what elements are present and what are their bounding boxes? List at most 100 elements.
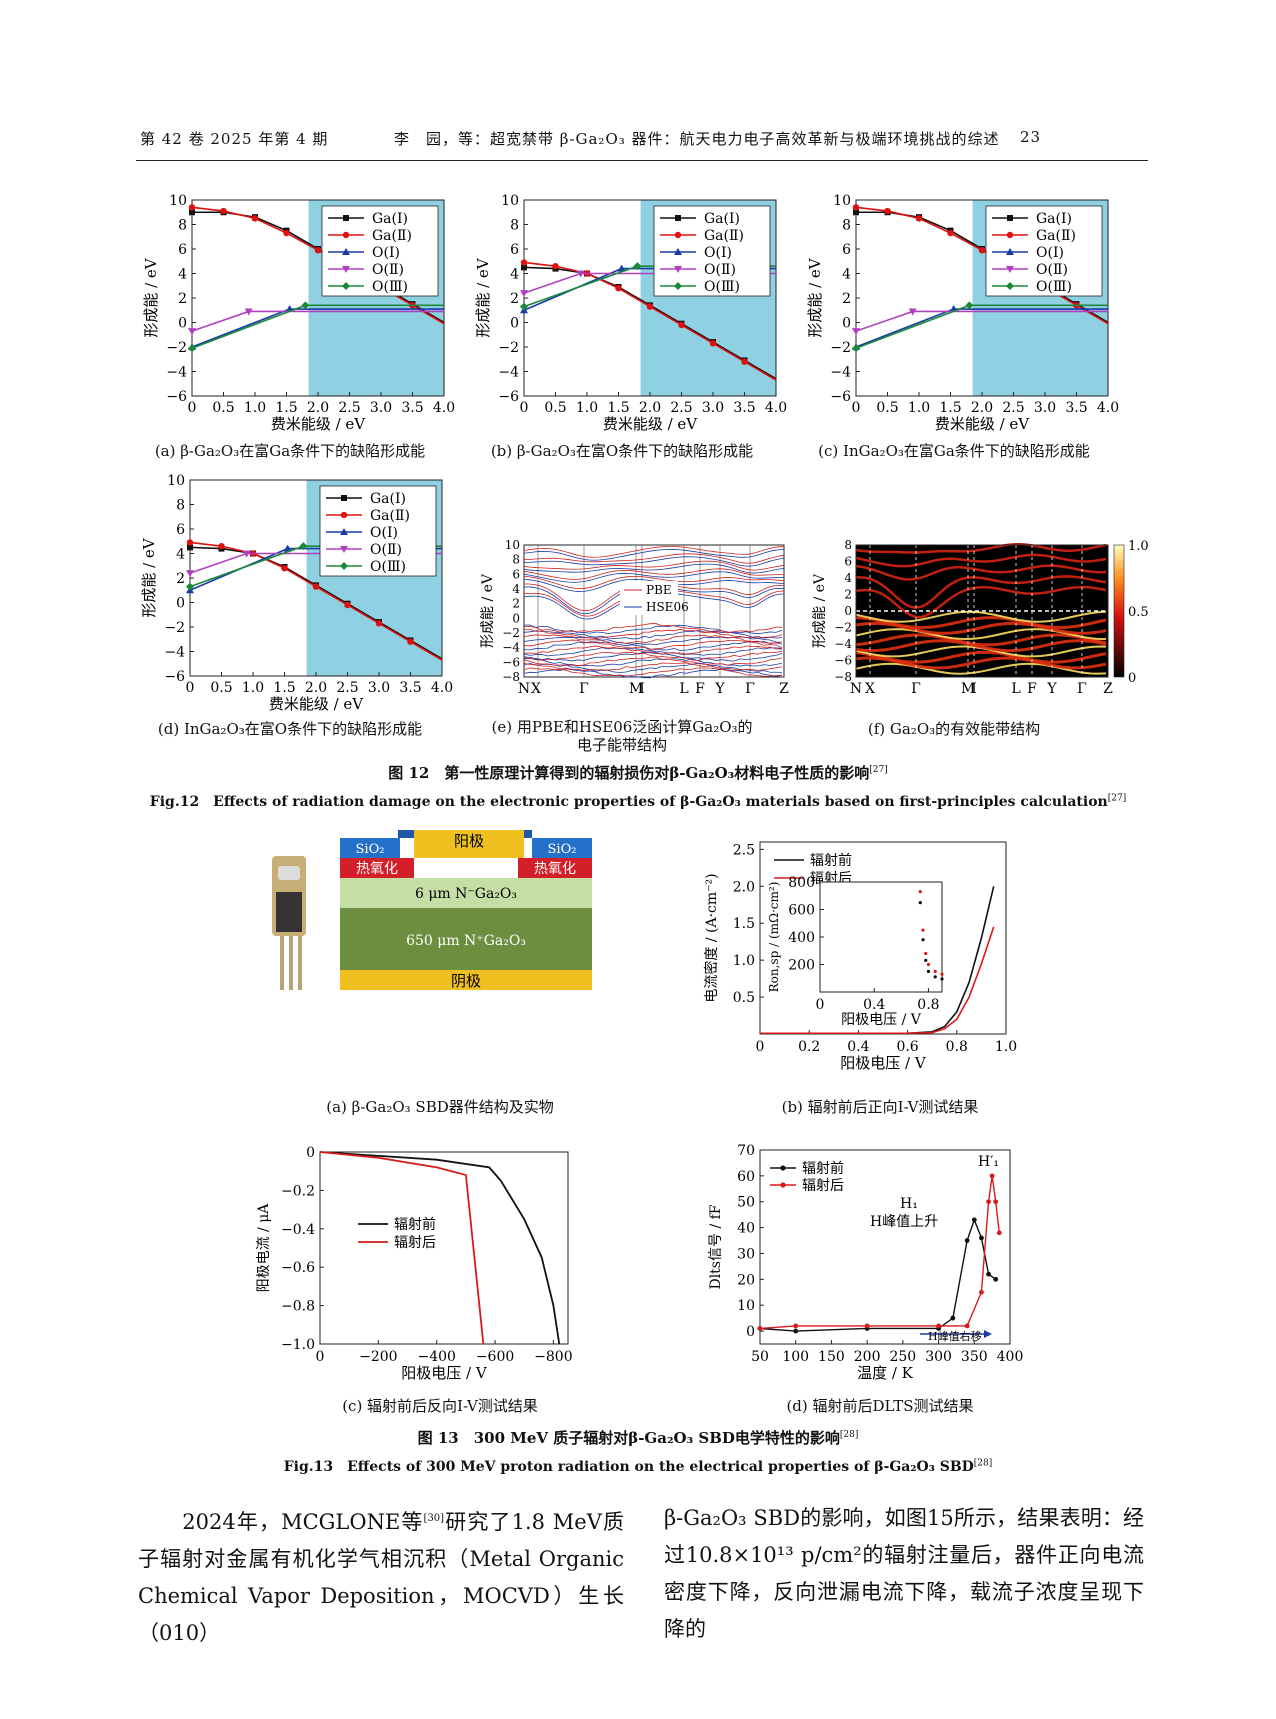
legend-marker (340, 511, 348, 519)
legend-label: O(Ⅱ) (704, 262, 736, 278)
dlts-point (989, 1173, 995, 1179)
series-point (188, 328, 196, 336)
y-tick-label: 10 (169, 193, 187, 209)
body-left-column: 2024年，MCGLONE等[30]研究了1.8 MeV质子辐射对金属有机化学气… (138, 1500, 624, 1652)
x-tick-label: 400 (997, 1349, 1024, 1365)
series-point (220, 207, 227, 215)
series-point (947, 229, 954, 237)
x-tick-label: 1.5 (275, 400, 297, 416)
valence-band (523, 629, 783, 640)
x-tick-label: 0 (852, 400, 861, 416)
legend-marker (343, 215, 349, 221)
conduction-band (523, 556, 785, 567)
k-label: Γ (911, 681, 921, 697)
x-tick-label: 0.6 (896, 1039, 918, 1055)
series-point (853, 209, 859, 216)
valence-band (523, 634, 783, 644)
y-tick-label: 0.5 (733, 990, 755, 1006)
y-tick-label: −0.4 (281, 1222, 315, 1238)
fig12c-panel: −6 −4 −2 0 2 4 6 8 10 0 0.5 1.0 1.5 2.0 2.5 3.0 3.5 4.0 Ga… (806, 193, 1119, 433)
k-label: Z (779, 681, 789, 697)
x-tick-label: 1.5 (273, 680, 295, 696)
figure-13: 阴极 650 μm N⁺Ga₂O₃ 6 μm N⁻Ga₂O₃ 热氧化 热氧化 SiO₂ Si… (256, 830, 1024, 1382)
y-axis-label: 形成能 / eV (474, 257, 492, 337)
thermal-oxide-right (518, 858, 592, 878)
inset-point (921, 928, 925, 932)
reverse-iv-2 (319, 1151, 485, 1345)
header-rule (136, 160, 1148, 161)
n-plus-substrate (340, 908, 592, 970)
colorbar-label: 0.5 (1128, 605, 1149, 620)
y-tick-label: −6 (164, 669, 185, 685)
dlts-point (996, 1230, 1002, 1236)
dlts-point (979, 1289, 984, 1295)
y-tick-label: 20 (737, 1272, 755, 1288)
cathode-layer (340, 970, 592, 990)
sio2-label: SiO₂ (356, 842, 385, 857)
series-point (884, 207, 891, 215)
x-tick-label: 0 (520, 400, 529, 416)
series-point (520, 259, 528, 266)
fig12a-caption: (a) β-Ga₂O₃在富Ga条件下的缺陷形成能 (154, 442, 426, 460)
x-tick-label: −400 (417, 1349, 455, 1365)
y-tick-label: 4 (842, 267, 851, 283)
inset-point (921, 938, 925, 942)
legend-label: O(Ⅱ) (372, 262, 404, 278)
k-label: Z (1103, 681, 1113, 697)
conduction-band (523, 575, 785, 590)
device-lead (280, 936, 284, 990)
k-label: Y (1046, 681, 1057, 697)
k-label: X (531, 681, 541, 697)
y-tick-label: −0.2 (281, 1183, 315, 1199)
k-label: L (1011, 681, 1020, 697)
fig12b-caption: (b) β-Ga₂O₃在富O条件下的缺陷形成能 (490, 442, 754, 460)
legend-label: Ga(Ⅱ) (1036, 228, 1076, 244)
conduction-band (523, 563, 785, 574)
x-axis-label: 费米能级 / eV (269, 695, 364, 713)
legend-label: O(Ⅲ) (704, 279, 740, 295)
colorbar (1113, 544, 1125, 678)
legend-label: O(Ⅰ) (372, 245, 400, 261)
series-point (646, 303, 654, 310)
dlts-point (793, 1323, 799, 1329)
y-tick-label: 4 (510, 267, 519, 283)
fig13d-caption: (d) 辐射前后DLTS测试结果 (786, 1397, 974, 1415)
y-tick-label: 30 (737, 1246, 755, 1262)
y-tick-label: −4 (164, 645, 185, 661)
legend-marker (1006, 282, 1014, 290)
x-tick-label: 0.5 (876, 400, 898, 416)
legend-label: O(Ⅰ) (370, 525, 398, 541)
y-tick-label: −4 (834, 637, 852, 651)
y-tick-label: 70 (737, 1143, 755, 1159)
x-tick-label: 0.8 (917, 997, 939, 1013)
legend-marker (342, 282, 350, 290)
k-label: F (1027, 681, 1037, 697)
series-point (375, 620, 383, 627)
fig13c-caption: (c) 辐射前后反向I-V测试结果 (342, 1397, 538, 1415)
y-tick-label: −6 (498, 389, 519, 405)
legend-marker (674, 248, 682, 255)
legend-label: 辐射后 (394, 1235, 436, 1251)
legend-marker (1006, 231, 1014, 239)
x-tick-label: 0 (756, 1039, 765, 1055)
series-point (852, 204, 860, 211)
inset-point (924, 958, 928, 962)
legend: Ga(Ⅰ)Ga(Ⅱ)O(Ⅰ)O(Ⅱ)O(Ⅲ) (321, 205, 439, 297)
y-tick-label: 0 (306, 1145, 315, 1161)
inset-point (933, 969, 937, 973)
y-tick-label: −6 (166, 389, 187, 405)
y-tick-label: 6 (842, 242, 851, 258)
x-tick-label: −200 (359, 1349, 397, 1365)
fig13-title-cn: 图 13 300 MeV 质子辐射对β-Ga₂O₃ SBD电学特性的影响[28] (417, 1429, 859, 1447)
y-tick-label: −4 (498, 365, 519, 381)
y-tick-label: 60 (737, 1169, 755, 1185)
device-lead (298, 936, 302, 990)
conduction-band-intensity (855, 542, 1107, 554)
x-tick-label: 1.0 (244, 400, 266, 416)
dlts-line-2 (759, 1175, 1000, 1330)
y-tick-label: −0.8 (281, 1299, 315, 1315)
legend-marker (1006, 266, 1014, 273)
series-point (344, 601, 351, 609)
